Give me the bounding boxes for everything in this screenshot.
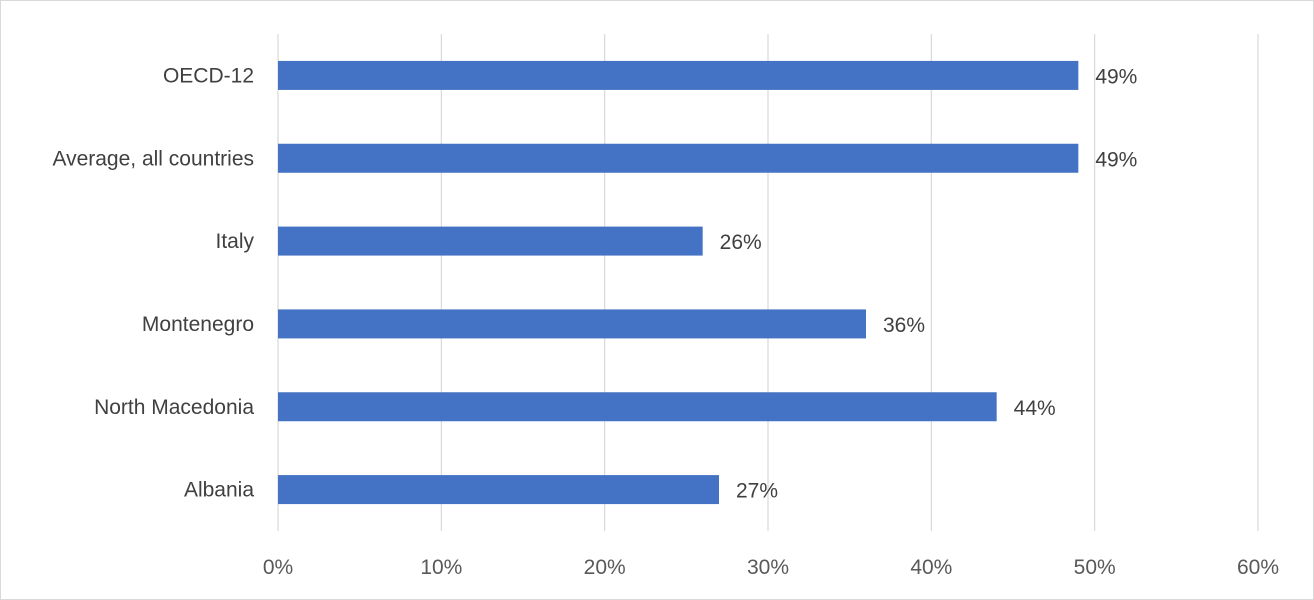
bar-italy [278,226,703,256]
x-tick-label: 10% [420,556,462,579]
category-label: North Macedonia [94,396,254,419]
data-label: 44% [1014,397,1056,420]
bar-average-all-countries [278,143,1079,173]
x-tick-label: 0% [263,556,293,579]
category-labels: OECD-12 Average, all countries Italy Monten… [52,64,254,501]
data-label: 49% [1095,65,1137,88]
x-tick-label: 20% [584,556,626,579]
data-label: 26% [720,231,762,254]
bar-oecd-12 [278,60,1079,90]
x-tick-label: 60% [1237,556,1279,579]
x-tick-label: 40% [910,556,952,579]
bar-albania [278,475,719,505]
bar-montenegro [278,309,866,339]
x-tick-label: 50% [1074,556,1116,579]
data-label: 27% [736,480,778,503]
data-label: 36% [883,314,925,337]
category-label: OECD-12 [163,64,254,87]
bars [278,60,1079,505]
category-label: Italy [215,230,254,253]
data-labels: 49% 49% 26% 36% 44% 27% [720,65,1138,502]
x-axis-tick-labels: 0% 10% 20% 30% 40% 50% 60% [263,556,1279,579]
category-label: Montenegro [142,313,254,336]
bar-north-macedonia [278,392,997,422]
category-label: Albania [184,479,254,502]
x-tick-label: 30% [747,556,789,579]
data-label: 49% [1095,148,1137,171]
gridlines [277,34,1259,531]
category-label: Average, all countries [52,147,254,170]
